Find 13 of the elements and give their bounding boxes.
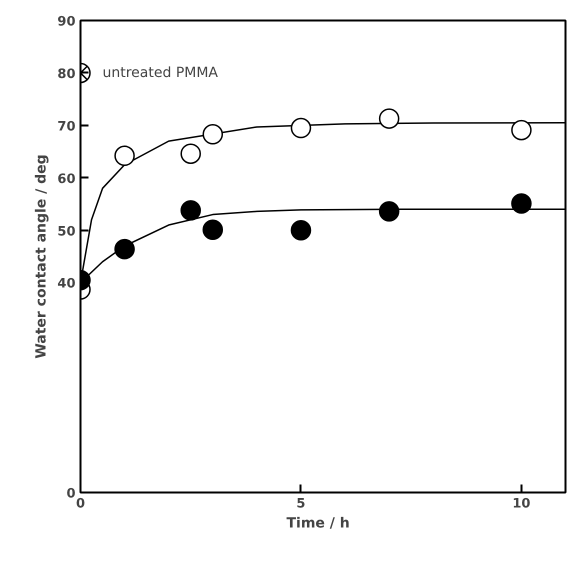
x-tick-label: 0 <box>76 496 86 512</box>
y-tick-label: 0 <box>66 486 76 502</box>
x-tick-label: 10 <box>512 496 530 512</box>
y-tick-label: 70 <box>57 119 76 134</box>
y-tick-label: 50 <box>57 224 76 240</box>
y-tick-label: 40 <box>57 276 76 292</box>
x-axis-title: Time / h <box>286 516 350 532</box>
annotation: untreated PMMA <box>102 64 218 81</box>
y-tick-label: 80 <box>57 66 76 82</box>
x-tick-label: 5 <box>296 496 306 512</box>
y-tick-label: 90 <box>57 14 76 30</box>
y-tick-label: 60 <box>57 172 76 187</box>
y-axis-title: Water contact angle / deg <box>33 154 50 359</box>
